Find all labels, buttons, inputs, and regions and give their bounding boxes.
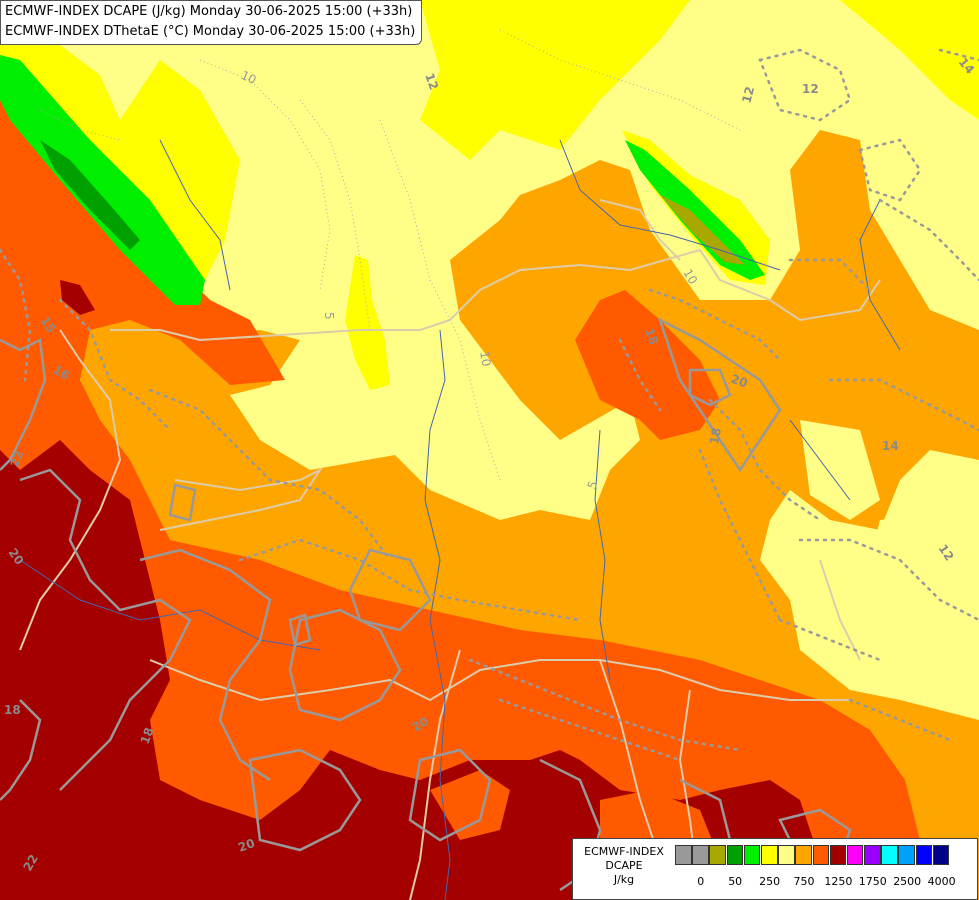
- legend-swatch: [915, 845, 933, 865]
- legend-label-line1: ECMWF-INDEX: [584, 845, 664, 858]
- legend-ticks: 0 50 250 750 1250 1750 2500 4000: [675, 875, 975, 889]
- contour-label: 18: [4, 703, 21, 717]
- contour-label: 10: [680, 267, 700, 287]
- legend-tick-label: 1750: [858, 875, 887, 888]
- dcape-fill-250-500: [0, 55, 765, 305]
- dthetae-contours-dotted: [0, 48, 979, 762]
- legend-swatches: [675, 845, 950, 865]
- legend-label-line2: DCAPE: [605, 859, 643, 872]
- contour-label: 18: [642, 326, 661, 346]
- legend-tick-label: 50: [728, 875, 743, 888]
- contour-label: 12: [802, 82, 819, 96]
- legend-swatch: [778, 845, 795, 865]
- contour-label: 20: [729, 372, 749, 391]
- color-legend: ECMWF-INDEX DCAPE J/kg 0 50 250 750 1250 1750…: [572, 838, 978, 900]
- map-title-box: ECMWF-INDEX DCAPE (J/kg) Monday 30-06-20…: [0, 0, 423, 45]
- legend-swatch: [743, 845, 761, 865]
- contour-label: 14: [882, 439, 899, 453]
- dcape-fill-750-light: [800, 420, 979, 700]
- title-line-dthetae: ECMWF-INDEX DThetaE (°C) Monday 30-06-20…: [5, 24, 416, 39]
- contour-label: 22: [8, 449, 27, 469]
- legend-tick-label: 4000: [927, 875, 956, 888]
- legend-label-units: J/kg: [613, 873, 635, 886]
- legend-tick-label: 1250: [824, 875, 853, 888]
- legend-swatch: [692, 845, 709, 865]
- contour-label: 18: [707, 427, 724, 446]
- legend-label: ECMWF-INDEX DCAPE J/kg: [577, 845, 671, 887]
- dcape-fill-1250-1750: [0, 100, 960, 900]
- rivers: [19, 139, 901, 900]
- legend-swatch: [760, 845, 778, 865]
- contour-label: 5: [585, 479, 601, 491]
- dthetae-contours-solid: [0, 317, 852, 900]
- legend-swatch: [829, 845, 847, 865]
- contour-label: 10: [239, 68, 259, 87]
- legend-swatch: [709, 845, 726, 865]
- contour-label: 12: [422, 71, 441, 91]
- legend-tick-label: 2500: [893, 875, 922, 888]
- legend-swatch: [846, 845, 864, 865]
- legend-swatch: [675, 845, 692, 865]
- legend-tick-label: 250: [759, 875, 781, 888]
- legend-swatch: [726, 845, 744, 865]
- contour-label: 20: [236, 836, 256, 855]
- legend-swatch: [898, 845, 916, 865]
- title-line-dcape: ECMWF-INDEX DCAPE (J/kg) Monday 30-06-20…: [5, 4, 413, 19]
- dthetae-contours-thin-dotted: [39, 29, 741, 481]
- contour-label: 5: [322, 312, 336, 320]
- contour-label: 10: [477, 350, 493, 367]
- country-borders: [19, 199, 881, 900]
- contour-label: 18: [138, 726, 157, 746]
- legend-swatch: [795, 845, 812, 865]
- legend-swatch: [864, 845, 881, 865]
- legend-swatch: [812, 845, 830, 865]
- legend-swatch: [881, 845, 898, 865]
- legend-tick-label: 0: [697, 875, 705, 888]
- legend-tick-label: 750: [793, 875, 815, 888]
- contour-label: 12: [739, 85, 757, 105]
- legend-swatch: [932, 845, 950, 865]
